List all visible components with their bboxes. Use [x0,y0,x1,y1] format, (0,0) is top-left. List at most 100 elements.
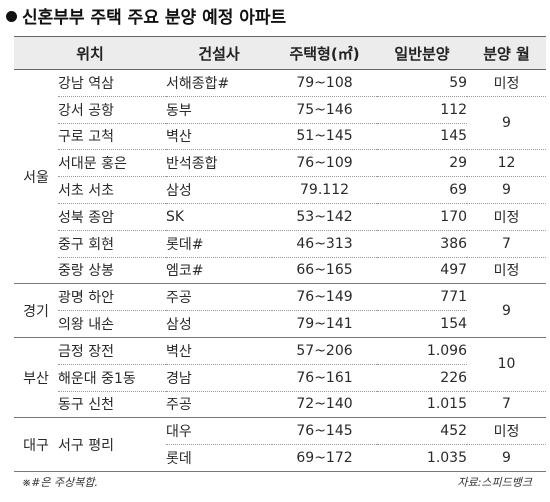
units-cell: 771 [377,283,468,312]
builder-cell: 삼성 [166,310,273,338]
table-row: 부산 금정 장전 벽산 57~206 1.096 10 [14,337,547,419]
units-cell: 452 [377,417,468,446]
builder-cell: 주공 [166,283,273,312]
location-cell: 강남 역삼 [58,69,167,97]
size-cell: 53~142 [272,203,378,231]
month-cell: 미정 [467,257,547,285]
table-row: 서울 강남 역삼 서해종합# 79~108 59 미정 [14,69,547,285]
size-cell: 66~165 [272,257,378,285]
size-cell: 76~145 [272,417,378,446]
header-builder: 건설사 [166,36,273,70]
header-size: 주택형(㎡) [272,36,378,70]
builder-cell: 동부 [166,96,273,124]
units-cell: 29 [377,149,468,178]
table-row: 중랑 상봉 엠코# 66~165 497 미정 [14,257,547,285]
size-cell: 51~145 [272,123,378,151]
region-cell: 서울 [14,69,58,285]
month-cell: 9 [467,283,547,338]
units-cell: 386 [377,230,468,258]
table-row: 경기 광명 하안 주공 76~149 771 9 [14,283,547,338]
header-region: 위치 [14,36,167,70]
month-cell: 미정 [467,203,547,231]
size-cell: 79~108 [272,69,378,97]
size-cell: 76~149 [272,283,378,312]
bullet-icon [6,11,17,22]
table-row: 서대문 홍은 반석종합 76~109 29 12 [14,149,547,178]
source-credit: 자료:스피드뱅크 [457,476,532,489]
units-cell: 497 [377,257,468,285]
builder-cell: 주공 [166,391,273,419]
units-cell: 59 [377,69,468,97]
location-cell: 성북 종암 [58,203,167,231]
size-cell: 69~172 [272,444,378,472]
month-cell: 7 [467,230,547,258]
apartment-table: 위치 건설사 주택형(㎡) 일반분양 분양 월 서울 강남 역삼 서해종합# 7… [14,36,547,472]
month-cell: 미정 [467,69,547,97]
builder-cell: 엠코# [166,257,273,285]
month-cell: 7 [467,391,547,419]
table-header-row: 위치 건설사 주택형(㎡) 일반분양 분양 월 [14,36,547,70]
footnote: ※#은 주상복합. [22,476,99,489]
location-cell: 금정 장전 [58,337,167,365]
units-cell: 1.035 [377,444,468,472]
table-row: 의왕 내손 삼성 79~141 154 [14,310,546,338]
month-cell: 12 [467,149,547,178]
size-cell: 46~313 [272,230,378,258]
units-cell: 1.096 [377,337,468,365]
units-cell: 1.015 [377,391,468,419]
builder-cell: SK [166,203,273,231]
location-cell: 서대문 홍은 [58,149,167,178]
region-cell: 대구 [14,417,58,472]
table-row: 구로 고척 벽산 51~145 145 [14,123,546,151]
month-cell: 9 [467,176,547,204]
title-text: 신혼부부 주택 주요 분양 예정 아파트 [22,8,287,28]
size-cell: 75~146 [272,96,378,124]
table-row: 강서 공항 동부 75~146 112 9 [14,96,547,151]
builder-cell: 반석종합 [166,149,273,178]
table-row: 해운대 중1동 경남 76~161 226 [14,364,546,392]
month-cell: 9 [467,444,547,472]
size-cell: 76~161 [272,364,378,392]
units-cell: 226 [377,364,468,392]
location-cell: 서구 평리 [58,417,167,472]
size-cell: 57~206 [272,337,378,365]
builder-cell: 경남 [166,364,273,392]
region-cell: 경기 [14,283,58,338]
location-cell: 서초 서초 [58,176,167,204]
builder-cell: 벽산 [166,123,273,151]
units-cell: 154 [377,310,468,338]
size-cell: 79.112 [272,176,378,204]
month-cell: 9 [467,96,547,151]
table-row: 동구 신천 주공 72~140 1.015 7 [14,391,547,419]
units-cell: 145 [377,123,468,151]
month-cell: 미정 [467,417,547,446]
header-units: 일반분양 [377,36,468,70]
builder-cell: 벽산 [166,337,273,365]
size-cell: 72~140 [272,391,378,419]
table-row: 성북 종암 SK 53~142 170 미정 [14,203,547,231]
region-cell: 부산 [14,337,58,419]
table-row: 서초 서초 삼성 79.112 69 9 [14,176,547,204]
builder-cell: 서해종합# [166,69,273,97]
builder-cell: 롯데# [166,230,273,258]
units-cell: 112 [377,96,468,124]
size-cell: 76~109 [272,149,378,178]
page-title: 신혼부부 주택 주요 분양 예정 아파트 [6,3,286,33]
builder-cell: 삼성 [166,176,273,204]
location-cell: 해운대 중1동 [58,364,167,392]
table-row: 롯데 69~172 1.035 9 [14,444,547,472]
builder-cell: 롯데 [166,444,273,472]
table-row: 중구 회현 롯데# 46~313 386 7 [14,230,547,258]
builder-cell: 대우 [166,417,273,446]
location-cell: 강서 공항 [58,96,167,124]
units-cell: 69 [377,176,468,204]
units-cell: 170 [377,203,468,231]
location-cell: 구로 고척 [58,123,167,151]
location-cell: 의왕 내손 [58,310,167,338]
month-cell: 10 [467,337,547,392]
location-cell: 중구 회현 [58,230,167,258]
table-row: 대구 서구 평리 대우 76~145 452 미정 [14,417,547,472]
header-month: 분양 월 [467,36,547,70]
location-cell: 중랑 상봉 [58,257,167,285]
